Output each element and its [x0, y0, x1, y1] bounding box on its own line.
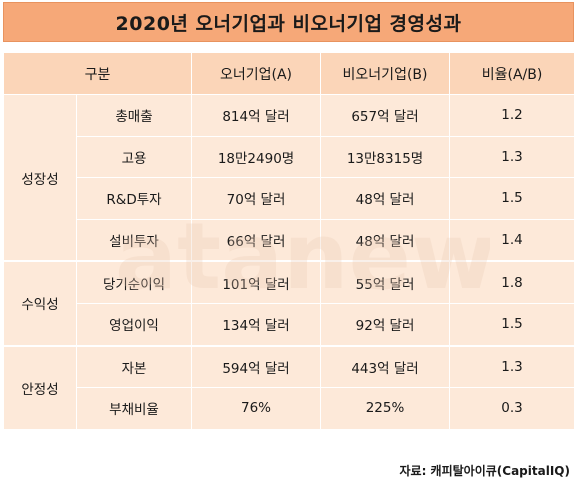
cell-nonowner: 92억 달러 [320, 302, 451, 347]
cell-ratio: 1.4 [449, 218, 576, 262]
table-row: 수익성 당기순이익 101억 달러 55억 달러 1.8 [3, 260, 576, 347]
cell-ratio: 1.3 [449, 135, 576, 179]
cell-nonowner: 48억 달러 [320, 177, 451, 220]
row-item: 설비투자 [75, 218, 193, 262]
row-item: 당기순이익 [75, 260, 193, 304]
cell-ratio: 1.8 [449, 260, 576, 304]
table-row: 고용 18만2490명 13만8315명 1.3 [4, 135, 576, 179]
cell-owner: 101억 달러 [191, 260, 322, 304]
group-label: 안정성 [3, 344, 77, 430]
header-owner: 오너기업(A) [191, 52, 322, 95]
cell-ratio: 1.5 [449, 177, 576, 220]
cell-owner: 18만2490명 [191, 135, 322, 179]
row-item: R&D투자 [75, 177, 193, 220]
cell-ratio: 1.3 [449, 344, 576, 389]
table-row: R&D투자 70억 달러 48억 달러 1.5 [4, 177, 576, 220]
cell-nonowner: 13만8315명 [320, 135, 451, 179]
source-note: 자료: 캐피탈아이큐(CapitalIQ) [399, 464, 571, 478]
cell-nonowner: 225% [320, 387, 451, 430]
cell-nonowner: 657억 달러 [320, 94, 451, 137]
header-nonowner: 비오너기업(B) [320, 52, 451, 95]
cell-owner: 814억 달러 [191, 94, 322, 137]
group-label: 성장성 [3, 94, 77, 262]
cell-ratio: 1.5 [449, 302, 576, 347]
cell-owner: 76% [191, 387, 322, 430]
table-row: 안정성 자본 594억 달러 443억 달러 1.3 [3, 344, 576, 430]
header-ratio: 비율(A/B) [449, 52, 576, 95]
cell-owner: 66억 달러 [191, 218, 322, 262]
table-row: 영업이익 134억 달러 92억 달러 1.5 [4, 302, 576, 347]
cell-owner: 134억 달러 [191, 302, 322, 347]
header-row: 구분 오너기업(A) 비오너기업(B) 비율(A/B) [2, 52, 576, 95]
table-row: 성장성 총매출 814억 달러 657억 달러 1.2 [3, 94, 576, 262]
cell-nonowner: 55억 달러 [320, 260, 451, 304]
table-row: 설비투자 66억 달러 48억 달러 1.4 [4, 218, 576, 262]
cell-owner: 70억 달러 [191, 177, 322, 220]
table-row: 부채비율 76% 225% 0.3 [4, 387, 576, 430]
performance-table: 구분 오너기업(A) 비오너기업(B) 비율(A/B) 성장성 총매출 814억… [2, 52, 576, 430]
cell-ratio: 1.2 [449, 94, 576, 137]
row-item: 총매출 [75, 94, 193, 137]
row-item: 부채비율 [75, 387, 193, 430]
cell-ratio: 0.3 [449, 387, 576, 430]
table-title: 2020년 오너기업과 비오너기업 경영성과 [3, 2, 574, 42]
cell-owner: 594억 달러 [191, 344, 322, 389]
group-label: 수익성 [3, 260, 77, 347]
cell-nonowner: 443억 달러 [320, 344, 451, 389]
row-item: 영업이익 [75, 302, 193, 347]
row-item: 자본 [75, 344, 193, 389]
cell-nonowner: 48억 달러 [320, 218, 451, 262]
row-item: 고용 [75, 135, 193, 179]
header-category: 구분 [2, 52, 193, 95]
